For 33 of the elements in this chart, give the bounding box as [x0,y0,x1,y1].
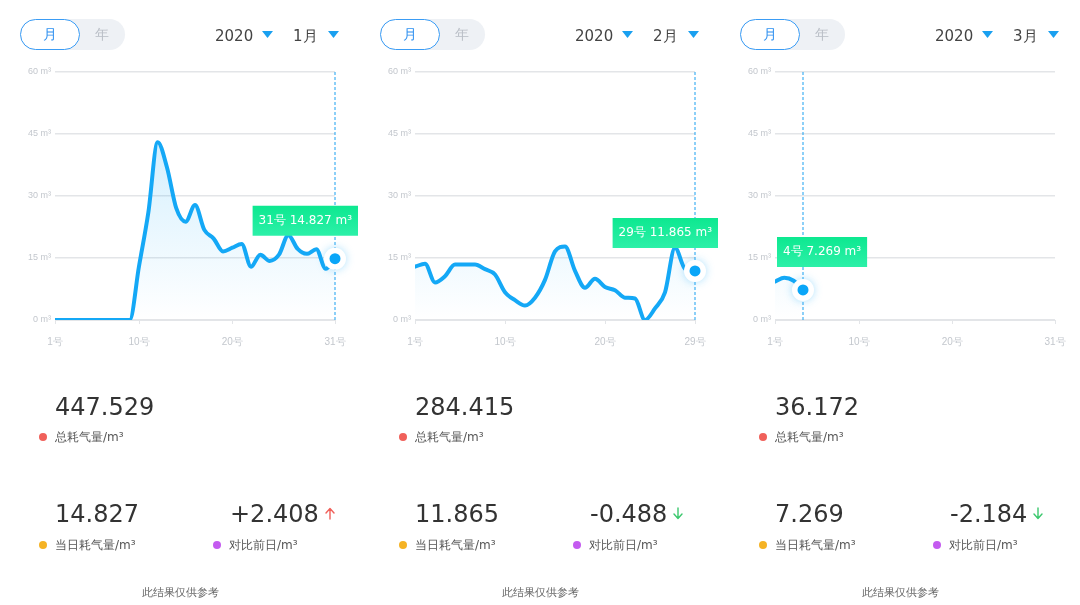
text: 对比前日/m³ [229,537,298,554]
text: 2020 [575,27,614,45]
annotation: 4号 7.269 m³ [783,244,862,259]
text: 此结果仅供参考 [860,585,940,600]
text: 此结果仅供参考 [140,585,220,600]
text: 1月 [293,27,318,46]
text: 当日耗气量/m³ [775,537,856,554]
text: 对比前日/m³ [949,537,1018,554]
text: 2020 [215,27,254,45]
text: 当日耗气量/m³ [55,537,136,554]
text: 36.172 [775,393,859,421]
annotation: 29号 11.865 m³ [618,225,713,240]
text: 11.865 [415,500,499,528]
text: 对比前日/m³ [589,537,658,554]
text: 7.269 [775,500,844,528]
text: 14.827 [55,500,139,528]
text: 3月 [1013,27,1038,46]
text: 此结果仅供参考 [500,585,580,600]
annotation: 31号 14.827 m³ [258,212,353,227]
text: +2.408 [230,500,319,528]
text: 284.415 [415,393,515,421]
text: 月 [20,19,80,50]
text: 当日耗气量/m³ [415,537,496,554]
text: 2月 [653,27,678,46]
text: 月 [380,19,440,50]
text: 月 [740,19,800,50]
text: 总耗气量/m³ [55,429,124,446]
text: -2.184 [950,500,1028,528]
text: 总耗气量/m³ [775,429,844,446]
text: 总耗气量/m³ [415,429,484,446]
text: 447.529 [55,393,155,421]
text: 2020 [935,27,974,45]
text: -0.488 [590,500,668,528]
